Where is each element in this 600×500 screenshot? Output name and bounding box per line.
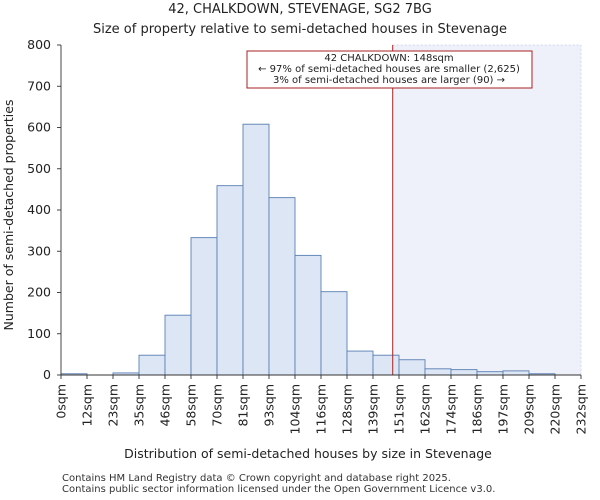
y-tick-label-600: 600: [27, 120, 51, 135]
x-tick-label-220sqm: 220sqm: [548, 384, 563, 434]
y-tick-label-200: 200: [27, 285, 51, 300]
bar-93sqm: [268, 197, 296, 376]
highlight-layer: [392, 44, 582, 376]
bar-104sqm: [294, 254, 322, 376]
y-tick-label-100: 100: [27, 326, 51, 341]
bar-70sqm: [216, 185, 244, 376]
annotation-line-3: 3% of semi-detached houses are larger (9…: [273, 75, 505, 86]
bar-162sqm: [424, 368, 452, 376]
annotation-line-2: ← 97% of semi-detached houses are smalle…: [258, 64, 520, 75]
bar-35sqm: [138, 354, 166, 376]
x-tick-label-58sqm: 58sqm: [184, 384, 199, 427]
y-tick-label-0: 0: [43, 367, 51, 382]
y-axis-label: Number of semi-detached properties: [1, 100, 16, 331]
x-tick-label-116sqm: 116sqm: [314, 384, 329, 434]
bar-58sqm: [190, 237, 218, 376]
bars-layer: [60, 123, 556, 376]
x-tick-label-81sqm: 81sqm: [236, 384, 251, 427]
x-tick-label-93sqm: 93sqm: [262, 384, 277, 427]
x-tick-label-174sqm: 174sqm: [444, 384, 459, 434]
x-axis-label: Distribution of semi-detached houses by …: [124, 446, 492, 461]
y-tick-label-800: 800: [27, 37, 51, 52]
x-tick-label-162sqm: 162sqm: [418, 384, 433, 434]
y-tick-label-400: 400: [27, 202, 51, 217]
y-tick-label-500: 500: [27, 161, 51, 176]
x-tick-label-197sqm: 197sqm: [496, 384, 511, 434]
bar-197sqm: [502, 370, 530, 376]
x-tick-label-104sqm: 104sqm: [288, 384, 303, 434]
chart-title: 42, CHALKDOWN, STEVENAGE, SG2 7BG: [168, 2, 432, 17]
x-tick-label-232sqm: 232sqm: [574, 384, 589, 434]
footer-line-1: Contains HM Land Registry data © Crown c…: [62, 473, 451, 484]
larger-region-highlight: [392, 44, 582, 376]
x-tick-label-46sqm: 46sqm: [158, 384, 173, 427]
x-tick-label-35sqm: 35sqm: [132, 384, 147, 427]
bar-128sqm: [346, 350, 374, 376]
x-tick-label-139sqm: 139sqm: [366, 384, 381, 434]
ticks-layer: 0 100 200 300 400 500 600 700 800 0sqm 12sqm 23sqm 3…: [27, 37, 588, 434]
x-tick-label-209sqm: 209sqm: [522, 384, 537, 434]
x-tick-label-70sqm: 70sqm: [210, 384, 225, 427]
x-tick-label-23sqm: 23sqm: [106, 384, 121, 427]
x-tick-label-0sqm: 0sqm: [54, 384, 69, 419]
bar-151sqm: [398, 359, 426, 376]
bar-81sqm: [242, 123, 270, 376]
x-tick-label-128sqm: 128sqm: [340, 384, 355, 434]
bar-46sqm: [164, 314, 192, 376]
bar-174sqm: [450, 369, 478, 376]
x-tick-label-186sqm: 186sqm: [470, 384, 485, 434]
footer-line-2: Contains public sector information licen…: [62, 484, 496, 495]
bar-139sqm: [372, 354, 400, 376]
x-tick-label-12sqm: 12sqm: [80, 384, 95, 427]
annotation-box: 42 CHALKDOWN: 148sqm ← 97% of semi-detac…: [246, 50, 533, 89]
bar-186sqm: [476, 371, 504, 376]
chart-subtitle: Size of property relative to semi-detach…: [93, 22, 507, 37]
bar-116sqm: [320, 291, 348, 376]
y-tick-label-700: 700: [27, 78, 51, 93]
annotation-line-1: 42 CHALKDOWN: 148sqm: [324, 53, 453, 64]
y-tick-label-300: 300: [27, 243, 51, 258]
annotation-border: [246, 50, 533, 89]
x-tick-label-151sqm: 151sqm: [392, 384, 407, 434]
